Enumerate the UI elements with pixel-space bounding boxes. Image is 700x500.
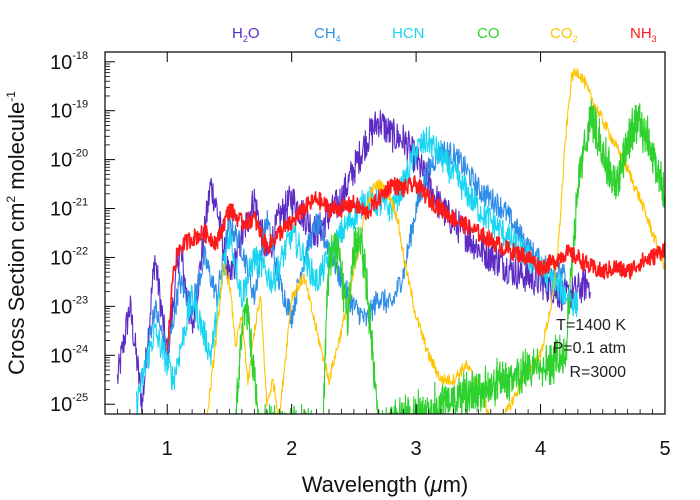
y-tick-label: 10-21 [50,197,88,221]
legend: H2O CH4 HCN CO CO2 NH3 [232,25,657,44]
series-line-h2o [116,109,591,414]
series-layer [116,68,665,414]
series-line-nh3 [166,175,665,351]
y-tick-label: 10-19 [50,99,88,123]
y-tick-label: 10-20 [50,148,88,172]
series-line-ch4 [141,140,566,385]
legend-label-co: CO [477,25,500,42]
legend-label-nh3: NH3 [630,25,657,44]
y-tick-label: 10-24 [50,343,88,367]
y-tick-label: 10-22 [50,245,88,269]
annotation-pressure: P=0.1 atm [553,340,626,357]
annotation-resolution: R=3000 [570,364,627,381]
x-tick-label: 2 [286,438,297,460]
series-line-co [235,100,665,414]
ticks-layer: 1 2 3 4 5 10-18 10-19 10-20 10-21 10-22 10-23 10-24… [50,50,671,460]
x-tick-label: 3 [411,438,422,460]
legend-label-hcn: HCN [392,25,425,42]
annotation-temperature: T=1400 K [556,317,626,334]
plot-frame [104,51,666,415]
y-tick-label: 10-23 [50,294,88,318]
y-tick-label: 10-18 [50,50,88,74]
series-line-co2 [206,68,665,414]
y-axis-title: Cross Section cm2 molecule-1 [4,91,29,375]
legend-label-co2: CO2 [550,25,578,44]
legend-label-ch4: CH4 [314,25,341,44]
x-tick-label: 1 [162,438,173,460]
x-axis-title: Wavelength (μm) [302,472,469,497]
legend-label-h2o: H2O [232,25,260,44]
x-tick-label: 5 [659,438,670,460]
x-tick-label: 4 [535,438,546,460]
y-tick-label: 10-25 [50,392,88,416]
